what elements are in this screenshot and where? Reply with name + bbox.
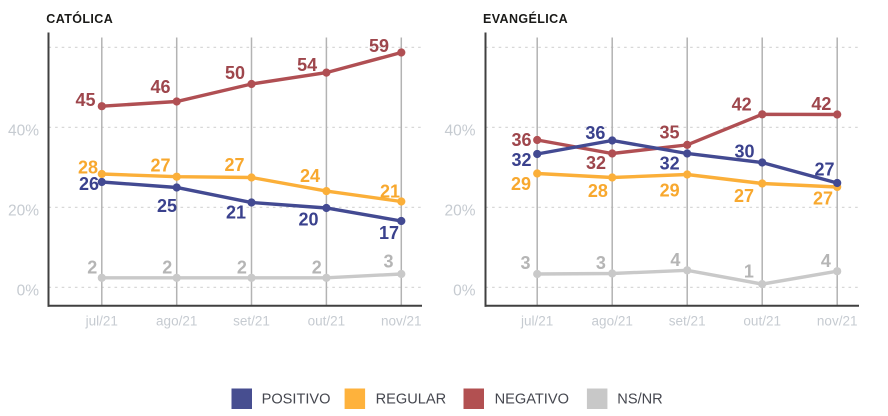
svg-text:3: 3: [596, 253, 606, 273]
svg-text:EVANGÉLICA: EVANGÉLICA: [483, 11, 568, 26]
svg-text:40%: 40%: [444, 123, 475, 140]
svg-text:42: 42: [811, 94, 831, 114]
svg-text:29: 29: [511, 174, 531, 194]
svg-text:3: 3: [383, 252, 393, 272]
svg-text:27: 27: [813, 189, 833, 209]
svg-text:32: 32: [586, 153, 606, 173]
svg-text:out/21: out/21: [743, 314, 781, 329]
svg-text:3: 3: [520, 253, 530, 273]
svg-text:21: 21: [226, 202, 246, 222]
svg-text:4: 4: [670, 250, 680, 270]
svg-text:30: 30: [734, 142, 754, 162]
svg-text:4: 4: [821, 251, 831, 271]
svg-text:45: 45: [75, 90, 95, 110]
svg-text:2: 2: [162, 258, 172, 278]
svg-text:27: 27: [734, 186, 754, 206]
svg-text:27: 27: [224, 155, 244, 175]
svg-text:42: 42: [732, 95, 752, 115]
svg-text:2: 2: [312, 258, 322, 278]
svg-text:59: 59: [369, 36, 389, 56]
svg-text:NS/NR: NS/NR: [617, 392, 662, 408]
svg-text:32: 32: [660, 154, 680, 174]
svg-text:REGULAR: REGULAR: [376, 392, 447, 408]
svg-text:29: 29: [660, 181, 680, 201]
svg-text:26: 26: [79, 174, 99, 194]
svg-text:35: 35: [659, 123, 679, 143]
svg-text:set/21: set/21: [669, 314, 706, 329]
svg-text:nov/21: nov/21: [381, 314, 422, 329]
svg-text:1: 1: [744, 262, 754, 282]
svg-text:54: 54: [297, 55, 317, 75]
svg-text:28: 28: [78, 158, 98, 178]
svg-text:2: 2: [237, 258, 247, 278]
svg-text:40%: 40%: [8, 123, 39, 140]
svg-text:ago/21: ago/21: [592, 314, 633, 329]
svg-text:27: 27: [814, 160, 834, 180]
svg-text:50: 50: [225, 63, 245, 83]
svg-text:nov/21: nov/21: [817, 314, 858, 329]
svg-text:36: 36: [585, 123, 605, 143]
svg-text:36: 36: [511, 130, 531, 150]
svg-text:jul/21: jul/21: [85, 314, 118, 329]
svg-text:17: 17: [379, 223, 399, 243]
svg-text:NEGATIVO: NEGATIVO: [495, 392, 569, 408]
svg-text:21: 21: [380, 182, 400, 202]
svg-text:20%: 20%: [444, 203, 475, 220]
svg-text:24: 24: [300, 166, 320, 186]
svg-text:46: 46: [150, 77, 170, 97]
svg-text:CATÓLICA: CATÓLICA: [46, 11, 113, 26]
svg-text:2: 2: [87, 258, 97, 278]
svg-text:28: 28: [588, 181, 608, 201]
svg-text:27: 27: [150, 156, 170, 176]
svg-text:jul/21: jul/21: [520, 314, 553, 329]
svg-text:20: 20: [298, 210, 318, 230]
svg-text:0%: 0%: [17, 283, 40, 300]
svg-text:set/21: set/21: [233, 314, 270, 329]
svg-text:20%: 20%: [8, 203, 39, 220]
svg-text:25: 25: [157, 196, 177, 216]
svg-text:out/21: out/21: [308, 314, 346, 329]
svg-text:POSITIVO: POSITIVO: [262, 392, 331, 408]
svg-text:32: 32: [511, 150, 531, 170]
svg-text:ago/21: ago/21: [156, 314, 197, 329]
svg-text:0%: 0%: [453, 283, 476, 300]
